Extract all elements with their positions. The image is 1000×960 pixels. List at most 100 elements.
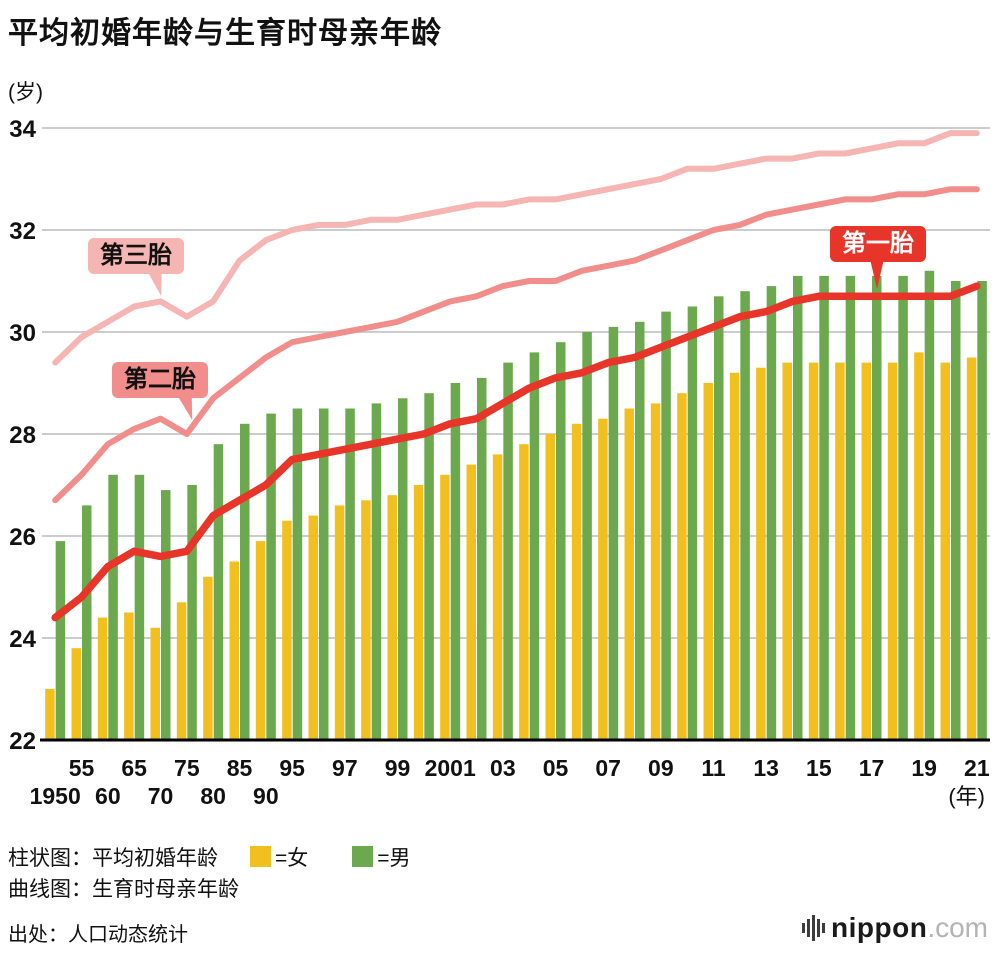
y-tick-label: 30	[9, 320, 36, 347]
bar-female	[334, 505, 345, 740]
bar-male	[845, 275, 856, 740]
bar-male	[951, 281, 961, 740]
y-tick-label: 32	[9, 218, 36, 245]
x-tick-label: 70	[148, 783, 174, 809]
bar-male	[635, 321, 645, 740]
line-second-child	[52, 186, 980, 504]
x-tick-label: 21	[964, 755, 990, 781]
bar-male	[108, 474, 118, 740]
bar-male	[134, 474, 145, 740]
y-axis-unit-label: (岁)	[8, 81, 43, 104]
x-tick-label: 19	[911, 755, 937, 781]
bar-female	[598, 418, 608, 740]
logo-tld: .com	[927, 912, 988, 943]
bar-female	[492, 454, 503, 740]
bar-male	[977, 281, 987, 740]
legend-row-bars: 柱状图：平均初婚年龄 =女 =男	[8, 841, 411, 872]
x-tick-label: 09	[648, 755, 674, 781]
bar-female	[966, 357, 977, 740]
bar-male	[819, 275, 829, 740]
legend-row-lines: 曲线图：生育时母亲年龄	[8, 872, 411, 903]
x-tick-label: 60	[95, 783, 121, 809]
bar-female	[808, 362, 819, 740]
line-third-child	[52, 130, 980, 366]
legend-male-label: =男	[377, 846, 411, 870]
line-first-child	[51, 282, 981, 622]
bar-female	[703, 383, 713, 740]
legend-female-label: =女	[275, 846, 309, 870]
x-tick-label: 13	[753, 755, 779, 781]
bar-female	[914, 352, 924, 740]
bar-male	[924, 270, 935, 740]
y-tick-label: 24	[9, 626, 36, 653]
bar-female	[650, 403, 661, 740]
bar-male	[213, 444, 224, 740]
bar-female	[97, 617, 108, 740]
x-tick-label: 97	[332, 755, 358, 781]
x-tick-label: 07	[595, 755, 621, 781]
x-tick-label: 55	[69, 755, 95, 781]
bar-female	[308, 515, 318, 740]
bar-male	[240, 423, 250, 740]
bar-female	[887, 362, 898, 740]
x-tick-label: 11	[701, 755, 726, 781]
bar-male	[556, 342, 566, 740]
bar-male	[450, 383, 461, 740]
logo-text: nippon	[831, 912, 928, 943]
bar-male	[582, 332, 592, 740]
x-tick-label: 75	[174, 755, 200, 781]
bar-male	[872, 275, 882, 740]
bar-female	[624, 408, 634, 740]
bar-male	[477, 377, 487, 740]
bar-male	[608, 326, 619, 740]
bar-female	[571, 423, 582, 740]
bar-male	[319, 408, 329, 740]
bar-female	[255, 541, 266, 740]
bar-male	[345, 408, 355, 740]
x-tick-label: 99	[385, 755, 411, 781]
legend: 柱状图：平均初婚年龄 =女 =男 曲线图：生育时母亲年龄	[8, 841, 411, 903]
bar-male	[424, 393, 434, 740]
bar-female	[361, 500, 371, 740]
bar-male	[793, 275, 803, 740]
y-tick-label: 26	[9, 524, 36, 551]
x-tick-label: 1950	[30, 783, 81, 809]
x-tick-label: 05	[543, 755, 569, 781]
x-tick-label: 17	[859, 755, 885, 781]
y-tick-label: 34	[9, 116, 36, 143]
bar-female	[71, 648, 81, 740]
bar-female	[677, 393, 687, 740]
bar-female	[466, 464, 476, 740]
bar-female	[413, 485, 424, 740]
legend-bar-label: 柱状图：平均初婚年龄	[8, 846, 218, 870]
bar-female	[835, 362, 845, 740]
male-color-swatch	[352, 846, 374, 867]
bar-female	[387, 495, 397, 740]
bar-male	[898, 275, 908, 740]
bar-male	[292, 408, 303, 740]
bar-female	[440, 474, 450, 740]
bar-male	[714, 296, 724, 740]
annotation-first-child: 第一胎	[830, 226, 926, 289]
bar-female	[229, 561, 239, 740]
bar-female	[756, 367, 766, 740]
bar-female	[782, 362, 792, 740]
bar-male	[529, 352, 540, 740]
bar-male	[687, 306, 698, 740]
bar-male	[503, 362, 513, 740]
bar-female	[545, 434, 555, 740]
bar-female	[282, 520, 292, 740]
bar-male	[661, 311, 671, 740]
x-axis-unit-label: (年)	[948, 784, 985, 809]
x-tick-label: 90	[253, 783, 279, 809]
bar-female	[940, 362, 950, 740]
bar-male	[740, 291, 750, 740]
bar-male	[187, 485, 197, 740]
bar-male	[266, 413, 276, 740]
bar-male	[82, 505, 92, 740]
female-color-swatch	[250, 846, 271, 867]
bar-female	[203, 576, 213, 740]
bar-male	[766, 286, 777, 740]
legend-line-label: 曲线图：生育时母亲年龄	[8, 877, 239, 901]
